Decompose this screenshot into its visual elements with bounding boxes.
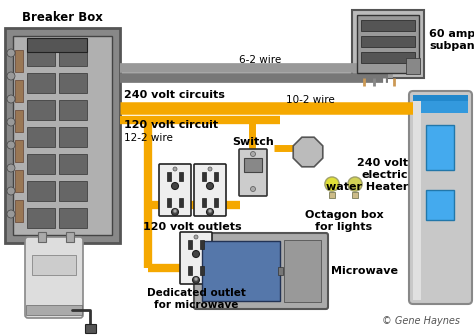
Circle shape bbox=[7, 95, 15, 103]
FancyBboxPatch shape bbox=[284, 240, 321, 302]
FancyBboxPatch shape bbox=[27, 73, 55, 93]
Circle shape bbox=[207, 183, 213, 190]
FancyBboxPatch shape bbox=[59, 181, 87, 201]
FancyBboxPatch shape bbox=[202, 198, 206, 207]
FancyBboxPatch shape bbox=[59, 208, 87, 228]
FancyBboxPatch shape bbox=[66, 232, 74, 242]
FancyBboxPatch shape bbox=[426, 125, 454, 170]
FancyBboxPatch shape bbox=[426, 190, 454, 220]
Text: 12-2 wire: 12-2 wire bbox=[124, 133, 173, 143]
FancyBboxPatch shape bbox=[413, 95, 468, 113]
Text: Switch: Switch bbox=[232, 137, 274, 147]
Circle shape bbox=[7, 118, 15, 126]
FancyBboxPatch shape bbox=[25, 237, 83, 318]
FancyBboxPatch shape bbox=[352, 10, 424, 78]
FancyBboxPatch shape bbox=[202, 241, 280, 301]
FancyBboxPatch shape bbox=[27, 100, 55, 120]
FancyBboxPatch shape bbox=[194, 233, 328, 309]
Circle shape bbox=[192, 251, 200, 258]
Circle shape bbox=[348, 177, 362, 191]
FancyBboxPatch shape bbox=[239, 149, 267, 196]
FancyBboxPatch shape bbox=[27, 46, 55, 66]
Circle shape bbox=[208, 167, 212, 171]
Circle shape bbox=[7, 187, 15, 195]
FancyBboxPatch shape bbox=[27, 208, 55, 228]
Circle shape bbox=[172, 183, 179, 190]
Polygon shape bbox=[293, 137, 323, 167]
FancyBboxPatch shape bbox=[200, 240, 204, 249]
FancyBboxPatch shape bbox=[180, 232, 212, 284]
FancyBboxPatch shape bbox=[32, 255, 76, 275]
Circle shape bbox=[173, 167, 177, 171]
FancyBboxPatch shape bbox=[361, 52, 415, 63]
Text: 6-2 wire: 6-2 wire bbox=[239, 55, 281, 65]
FancyBboxPatch shape bbox=[202, 172, 206, 181]
Circle shape bbox=[7, 141, 15, 149]
FancyBboxPatch shape bbox=[361, 36, 415, 47]
FancyBboxPatch shape bbox=[357, 15, 419, 73]
FancyBboxPatch shape bbox=[179, 172, 183, 181]
FancyBboxPatch shape bbox=[167, 198, 171, 207]
Text: Octagon box
for lights: Octagon box for lights bbox=[305, 210, 383, 231]
Circle shape bbox=[7, 72, 15, 80]
Text: Dedicated outlet
for microwave: Dedicated outlet for microwave bbox=[146, 288, 246, 310]
FancyBboxPatch shape bbox=[5, 28, 120, 243]
FancyBboxPatch shape bbox=[26, 305, 82, 315]
FancyBboxPatch shape bbox=[200, 266, 204, 275]
Circle shape bbox=[194, 235, 198, 239]
Text: 240 volt circuits: 240 volt circuits bbox=[124, 90, 225, 100]
FancyBboxPatch shape bbox=[15, 110, 23, 132]
FancyBboxPatch shape bbox=[27, 38, 87, 52]
FancyBboxPatch shape bbox=[188, 266, 192, 275]
Text: Microwave: Microwave bbox=[331, 266, 398, 276]
FancyBboxPatch shape bbox=[214, 198, 218, 207]
Circle shape bbox=[207, 208, 213, 215]
Circle shape bbox=[194, 277, 198, 281]
FancyBboxPatch shape bbox=[13, 36, 112, 235]
FancyBboxPatch shape bbox=[361, 20, 415, 31]
FancyBboxPatch shape bbox=[15, 200, 23, 222]
FancyBboxPatch shape bbox=[38, 232, 46, 242]
Circle shape bbox=[250, 187, 255, 192]
FancyBboxPatch shape bbox=[59, 127, 87, 147]
Circle shape bbox=[208, 209, 212, 213]
FancyBboxPatch shape bbox=[329, 192, 335, 198]
FancyBboxPatch shape bbox=[167, 172, 171, 181]
Text: 120 volt circuit: 120 volt circuit bbox=[124, 120, 218, 130]
FancyBboxPatch shape bbox=[179, 198, 183, 207]
Text: 10-2 wire: 10-2 wire bbox=[286, 95, 334, 105]
FancyBboxPatch shape bbox=[413, 95, 468, 101]
FancyBboxPatch shape bbox=[59, 100, 87, 120]
FancyBboxPatch shape bbox=[188, 240, 192, 249]
FancyBboxPatch shape bbox=[214, 172, 218, 181]
Circle shape bbox=[7, 49, 15, 57]
FancyBboxPatch shape bbox=[194, 164, 226, 216]
FancyBboxPatch shape bbox=[27, 127, 55, 147]
FancyBboxPatch shape bbox=[244, 158, 262, 172]
FancyBboxPatch shape bbox=[159, 164, 191, 216]
Circle shape bbox=[7, 164, 15, 172]
Text: 120 volt outlets: 120 volt outlets bbox=[143, 222, 241, 232]
FancyBboxPatch shape bbox=[85, 325, 97, 334]
FancyBboxPatch shape bbox=[409, 91, 472, 304]
FancyBboxPatch shape bbox=[59, 46, 87, 66]
FancyBboxPatch shape bbox=[27, 154, 55, 174]
Circle shape bbox=[250, 151, 255, 156]
FancyBboxPatch shape bbox=[59, 73, 87, 93]
Circle shape bbox=[173, 209, 177, 213]
FancyBboxPatch shape bbox=[27, 181, 55, 201]
FancyBboxPatch shape bbox=[15, 170, 23, 192]
FancyBboxPatch shape bbox=[15, 80, 23, 102]
FancyBboxPatch shape bbox=[15, 140, 23, 162]
FancyBboxPatch shape bbox=[278, 267, 283, 275]
FancyBboxPatch shape bbox=[15, 50, 23, 72]
FancyBboxPatch shape bbox=[406, 58, 420, 74]
FancyBboxPatch shape bbox=[59, 154, 87, 174]
FancyBboxPatch shape bbox=[352, 192, 358, 198]
FancyBboxPatch shape bbox=[413, 95, 421, 300]
Text: 240 volt
electric
water Heater: 240 volt electric water Heater bbox=[326, 158, 408, 192]
Text: © Gene Haynes: © Gene Haynes bbox=[382, 316, 460, 326]
Circle shape bbox=[192, 276, 200, 283]
Circle shape bbox=[172, 208, 179, 215]
